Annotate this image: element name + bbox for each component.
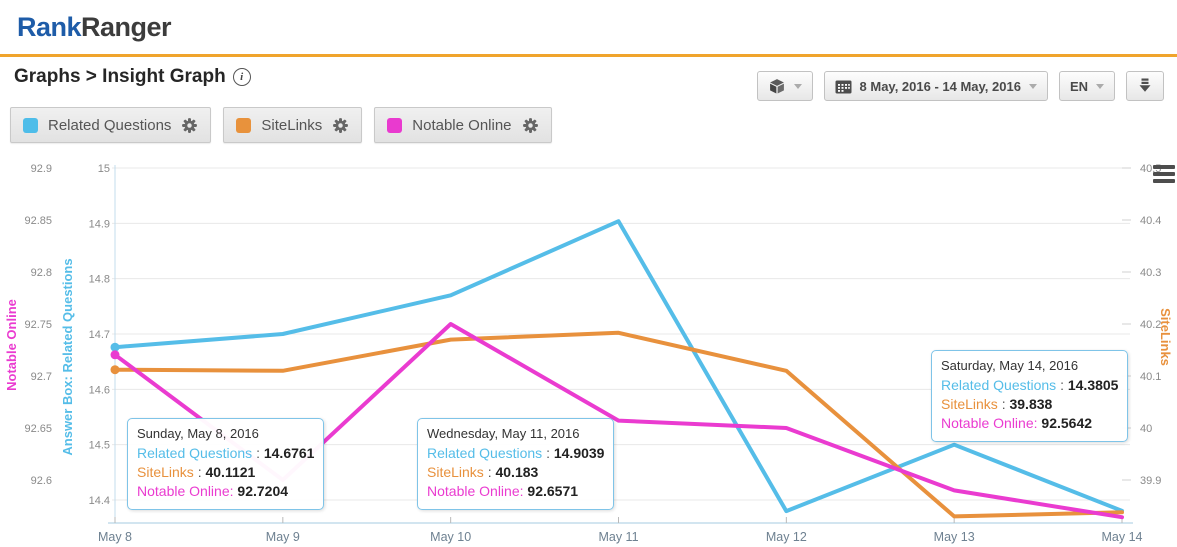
calendar-icon: [835, 80, 852, 93]
related-questions-tick-label: 14.4: [89, 495, 110, 507]
series-point-marker[interactable]: [110, 342, 120, 352]
x-tick-label: May 9: [266, 530, 300, 544]
logo-text-rank: Rank: [17, 12, 82, 42]
legend-button-related-questions[interactable]: Related Questions: [10, 107, 212, 143]
tooltip-row: SiteLinks : 39.838: [941, 396, 1053, 412]
x-tick-label: May 13: [934, 530, 975, 544]
x-tick-label: May 11: [598, 530, 638, 544]
tooltip-date: Sunday, May 8, 2016: [137, 426, 259, 441]
date-range-button[interactable]: 8 May, 2016 - 14 May, 2016: [823, 71, 1048, 101]
notable-online-tick-label: 92.7: [31, 371, 52, 383]
gear-icon[interactable]: [522, 117, 539, 134]
notable-online-swatch: [387, 117, 403, 133]
chevron-down-icon: [793, 83, 802, 89]
tooltip-row: Notable Online: 92.6571: [427, 483, 579, 499]
tooltip-row: Notable Online: 92.5642: [941, 415, 1093, 431]
legend-label: SiteLinks: [261, 116, 323, 134]
tooltip-row: SiteLinks : 40.183: [427, 464, 539, 480]
info-icon[interactable]: i: [232, 68, 251, 86]
series-point-marker[interactable]: [110, 350, 120, 360]
notable-online-tick-label: 92.75: [24, 319, 52, 331]
notable-online-tick-label: 92.85: [24, 215, 52, 227]
notable-online-tick-label: 92.9: [31, 163, 52, 175]
sitelinks-swatch: [236, 117, 252, 133]
legend-button-notable-online[interactable]: Notable Online: [374, 107, 552, 143]
tooltip-row: SiteLinks : 40.1121: [137, 464, 256, 480]
notable-online-axis-title: Notable Online: [4, 299, 19, 391]
related-questions-tick-label: 14.5: [89, 440, 110, 452]
chevron-down-icon: [1028, 83, 1037, 89]
tooltip-row: Notable Online: 92.7204: [137, 483, 289, 499]
tooltip-row: Related Questions : 14.3805: [941, 377, 1119, 393]
related-questions-tick-label: 14.9: [89, 218, 110, 230]
language-label: EN: [1069, 78, 1088, 94]
related-questions-tick-label: 15: [98, 163, 110, 175]
related-questions-swatch: [23, 117, 38, 133]
chart-menu-icon[interactable]: [1153, 165, 1175, 186]
sitelinks-tick-label: 40.3: [1140, 267, 1161, 279]
toolbar: 8 May, 2016 - 14 May, 2016 EN: [756, 71, 1164, 101]
related-questions-tick-label: 14.8: [89, 274, 110, 286]
top-header: RankRanger: [0, 0, 1177, 57]
related-questions-tick-label: 14.6: [89, 384, 110, 396]
tooltip-may-8: Sunday, May 8, 2016 Related Questions : …: [127, 418, 325, 510]
sitelinks-tick-label: 40.1: [1140, 371, 1161, 383]
tooltip-date: Saturday, May 14, 2016: [941, 358, 1079, 373]
date-range-label: 8 May, 2016 - 14 May, 2016: [859, 78, 1021, 94]
related-questions-tick-label: 14.7: [89, 329, 110, 341]
logo-text-ranger: Ranger: [81, 12, 172, 42]
gear-icon[interactable]: [181, 117, 198, 134]
tooltip-row: Related Questions : 14.6761: [137, 445, 315, 461]
sitelinks-tick-label: 40.4: [1140, 215, 1161, 227]
legend-label: Notable Online: [412, 116, 512, 134]
x-tick-label: May 14: [1102, 530, 1143, 544]
tooltip-may-11: Wednesday, May 11, 2016 Related Question…: [417, 418, 615, 510]
rankranger-logo[interactable]: RankRanger: [17, 12, 172, 43]
download-icon: [1139, 78, 1151, 92]
sitelinks-tick-label: 39.9: [1140, 475, 1161, 487]
widget-menu-button[interactable]: [756, 71, 813, 101]
series-line-related-questions[interactable]: [113, 219, 1124, 514]
sitelinks-tick-label: 40.2: [1140, 319, 1161, 331]
x-tick-label: May 10: [430, 530, 471, 544]
chart-area: May 8 May 9 May 10 May 11 May 12 May 13 May 14…: [0, 155, 1177, 547]
download-button[interactable]: [1126, 71, 1164, 101]
breadcrumb: Graphs > Insight Graph: [14, 66, 226, 87]
legend-button-sitelinks[interactable]: SiteLinks: [223, 107, 363, 143]
tooltip-date: Wednesday, May 11, 2016: [427, 426, 580, 441]
related-questions-axis-title: Answer Box: Related Questions: [60, 258, 75, 455]
legend-label: Related Questions: [48, 116, 172, 134]
sitelinks-tick-label: 40: [1140, 423, 1152, 435]
cube-icon: [769, 78, 784, 94]
language-button[interactable]: EN: [1058, 71, 1115, 101]
page-title: Graphs > Insight Graph i: [14, 66, 251, 88]
chevron-down-icon: [1096, 83, 1104, 89]
series-point-marker[interactable]: [110, 365, 120, 375]
tooltip-may-14: Saturday, May 14, 2016 Related Questions…: [931, 350, 1129, 442]
sitelinks-axis-title: SiteLinks: [1158, 308, 1173, 366]
x-tick-label: May 8: [98, 530, 132, 544]
notable-online-tick-label: 92.65: [24, 423, 52, 435]
series-line-sitelinks[interactable]: [113, 330, 1124, 519]
tooltip-row: Related Questions : 14.9039: [427, 445, 605, 461]
legend-row: Related Questions SiteLinks Notable Onli…: [10, 107, 552, 143]
x-tick-label: May 12: [766, 530, 807, 544]
notable-online-tick-label: 92.6: [31, 475, 52, 487]
notable-online-tick-label: 92.8: [31, 267, 52, 279]
gear-icon[interactable]: [332, 117, 349, 134]
